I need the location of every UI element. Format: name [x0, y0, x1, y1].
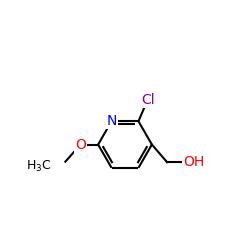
- Text: N: N: [106, 114, 117, 128]
- Text: H$_3$C: H$_3$C: [26, 158, 52, 174]
- Text: O: O: [75, 138, 86, 151]
- Text: Cl: Cl: [141, 93, 154, 107]
- Text: OH: OH: [183, 155, 204, 169]
- Text: H: H: [42, 160, 52, 172]
